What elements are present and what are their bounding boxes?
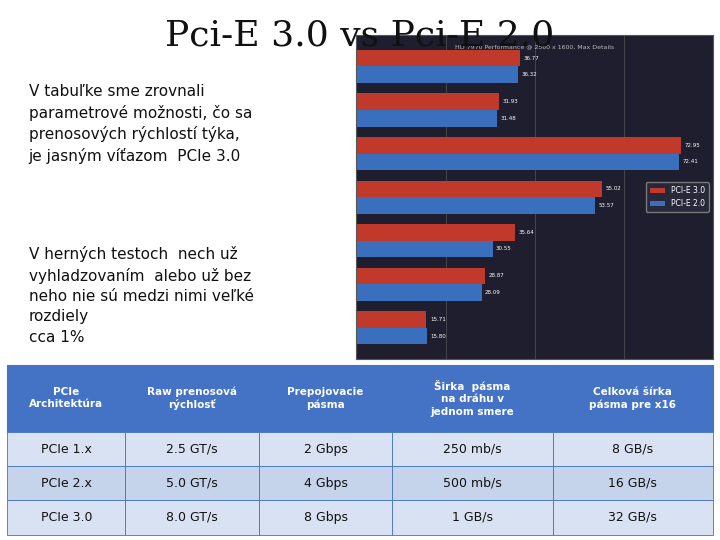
- Text: 2 Gbps: 2 Gbps: [304, 443, 348, 456]
- Title: PCI-E 3.0 vs PCI-E 2.0: PCI-E 3.0 vs PCI-E 2.0: [472, 23, 598, 33]
- Text: 31.93: 31.93: [503, 99, 518, 104]
- Bar: [356, 180, 601, 197]
- Text: 500 mb/s: 500 mb/s: [443, 477, 502, 490]
- Text: 55.02: 55.02: [605, 186, 621, 191]
- Text: Celková šírka
pásma pre x16: Celková šírka pásma pre x16: [589, 387, 676, 410]
- Text: 5.0 GT/s: 5.0 GT/s: [166, 477, 218, 490]
- Text: 36.77: 36.77: [523, 56, 539, 60]
- Text: 8.0 GT/s: 8.0 GT/s: [166, 511, 218, 524]
- Text: 8 Gbps: 8 Gbps: [304, 511, 348, 524]
- Text: 28.09: 28.09: [485, 290, 501, 295]
- Text: Prepojovacie
pásma: Prepojovacie pásma: [287, 387, 364, 410]
- Bar: [356, 110, 497, 126]
- Text: 2.5 GT/s: 2.5 GT/s: [166, 443, 218, 456]
- Bar: [356, 197, 595, 214]
- X-axis label: Average Frames Per Second (higher is better): Average Frames Per Second (higher is bet…: [455, 383, 614, 390]
- Text: V herných testoch  nech už
vyhladzovaním  alebo už bez
neho nie sú medzi nimi ve: V herných testoch nech už vyhladzovaním …: [29, 246, 254, 345]
- Bar: [356, 284, 482, 301]
- Legend: PCI-E 3.0, PCI-E 2.0: PCI-E 3.0, PCI-E 2.0: [646, 183, 709, 212]
- Text: 16 GB/s: 16 GB/s: [608, 477, 657, 490]
- Text: V tabuľke sme zrovnali
parametrové možnosti, čo sa
prenosových rýchlostí týka,
j: V tabuľke sme zrovnali parametrové možno…: [29, 84, 252, 164]
- Text: Raw prenosová
rýchlosť: Raw prenosová rýchlosť: [147, 386, 237, 410]
- Bar: [356, 311, 426, 328]
- Bar: [356, 93, 499, 110]
- Text: 72.41: 72.41: [683, 159, 698, 164]
- Text: 35.64: 35.64: [518, 230, 534, 235]
- Text: 32 GB/s: 32 GB/s: [608, 511, 657, 524]
- Text: 4 Gbps: 4 Gbps: [304, 477, 348, 490]
- Text: Pci-E 3.0 vs Pci-E 2.0: Pci-E 3.0 vs Pci-E 2.0: [166, 19, 554, 53]
- Text: PCIe 3.0: PCIe 3.0: [40, 511, 92, 524]
- Text: 31.48: 31.48: [500, 116, 516, 121]
- Bar: [356, 66, 518, 83]
- Bar: [356, 241, 492, 257]
- Text: 53.57: 53.57: [598, 203, 614, 208]
- Bar: [356, 224, 516, 241]
- Text: 1 GB/s: 1 GB/s: [452, 511, 493, 524]
- Bar: [356, 268, 485, 284]
- Text: HD 7970 Performance @ 2560 x 1600, Max Details: HD 7970 Performance @ 2560 x 1600, Max D…: [455, 44, 614, 49]
- Bar: [356, 50, 521, 66]
- Text: 72.95: 72.95: [685, 143, 701, 148]
- Bar: [356, 137, 681, 153]
- Text: 28.87: 28.87: [489, 273, 504, 279]
- Text: 15.80: 15.80: [431, 334, 446, 339]
- Text: PCIe 1.x: PCIe 1.x: [41, 443, 91, 456]
- Text: 15.71: 15.71: [430, 317, 446, 322]
- Text: Širka  pásma
na dráhu v
jednom smere: Širka pásma na dráhu v jednom smere: [431, 380, 514, 417]
- Bar: [356, 328, 427, 345]
- Text: PCIe
Architektúra: PCIe Architektúra: [30, 387, 104, 409]
- Text: 36.32: 36.32: [522, 72, 538, 77]
- Text: 8 GB/s: 8 GB/s: [612, 443, 653, 456]
- Bar: [356, 153, 679, 170]
- Text: 30.55: 30.55: [496, 246, 512, 252]
- Text: 250 mb/s: 250 mb/s: [444, 443, 502, 456]
- Text: PCIe 2.x: PCIe 2.x: [41, 477, 91, 490]
